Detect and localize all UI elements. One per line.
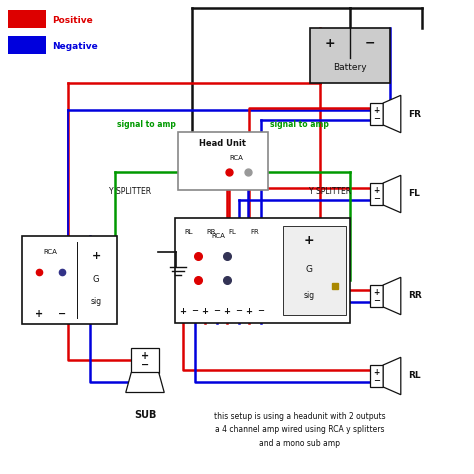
- Bar: [175, 218, 350, 323]
- Text: Head Unit: Head Unit: [200, 139, 246, 148]
- Text: Negative: Negative: [52, 42, 98, 51]
- Text: −: −: [373, 194, 380, 203]
- Text: +: +: [245, 307, 252, 316]
- Bar: [178, 132, 268, 190]
- Text: −: −: [141, 360, 149, 370]
- Bar: [22, 236, 117, 324]
- Text: RCA: RCA: [229, 155, 244, 161]
- Text: +: +: [141, 351, 149, 361]
- Bar: [8, 36, 46, 54]
- Text: G: G: [93, 275, 100, 284]
- Text: signal to amp: signal to amp: [117, 119, 176, 128]
- Text: −: −: [235, 307, 242, 316]
- Text: Battery: Battery: [333, 63, 367, 72]
- Polygon shape: [383, 175, 401, 213]
- Text: +: +: [325, 37, 335, 50]
- Text: +: +: [91, 251, 100, 261]
- Bar: [131, 347, 159, 373]
- Text: FR: FR: [408, 109, 421, 118]
- Text: G: G: [305, 265, 312, 274]
- Bar: [370, 365, 383, 387]
- Text: +: +: [303, 234, 314, 246]
- Text: SUB: SUB: [134, 410, 156, 420]
- Text: signal to amp: signal to amp: [270, 119, 329, 128]
- Text: −: −: [191, 307, 199, 316]
- Text: sig: sig: [91, 298, 101, 307]
- Text: Y SPLITTER: Y SPLITTER: [309, 188, 351, 197]
- Text: −: −: [213, 307, 220, 316]
- Bar: [8, 10, 46, 28]
- Text: RL: RL: [185, 229, 193, 235]
- Text: −: −: [365, 37, 375, 50]
- Text: +: +: [374, 106, 380, 115]
- Text: RCA: RCA: [44, 249, 57, 255]
- Text: +: +: [223, 307, 230, 316]
- Text: −: −: [373, 296, 380, 305]
- Text: RL: RL: [408, 372, 420, 381]
- Polygon shape: [383, 357, 401, 395]
- Text: FL: FL: [408, 190, 420, 199]
- Text: −: −: [373, 114, 380, 123]
- Bar: [370, 285, 383, 307]
- Text: +: +: [374, 185, 380, 194]
- Bar: [370, 183, 383, 205]
- Text: Positive: Positive: [52, 16, 93, 25]
- Bar: [310, 28, 390, 83]
- Text: −: −: [257, 307, 264, 316]
- Bar: [283, 226, 346, 315]
- Text: RCA: RCA: [212, 233, 226, 239]
- Text: +: +: [374, 367, 380, 376]
- Polygon shape: [126, 373, 164, 392]
- Bar: [370, 103, 383, 125]
- Text: −: −: [58, 309, 66, 319]
- Polygon shape: [383, 95, 401, 133]
- Text: this setup is using a headunit with 2 outputs
a 4 channel amp wired using RCA y : this setup is using a headunit with 2 ou…: [214, 411, 386, 448]
- Text: −: −: [373, 376, 380, 385]
- Text: +: +: [35, 309, 43, 319]
- Text: +: +: [180, 307, 186, 316]
- Text: +: +: [374, 288, 380, 297]
- Text: FL: FL: [229, 229, 237, 235]
- Text: sig: sig: [303, 292, 314, 301]
- Text: FR: FR: [250, 229, 259, 235]
- Polygon shape: [383, 277, 401, 315]
- Text: RR: RR: [408, 292, 422, 301]
- Text: +: +: [201, 307, 209, 316]
- Text: RR: RR: [206, 229, 216, 235]
- Text: Y SPLITTER: Y SPLITTER: [109, 188, 151, 197]
